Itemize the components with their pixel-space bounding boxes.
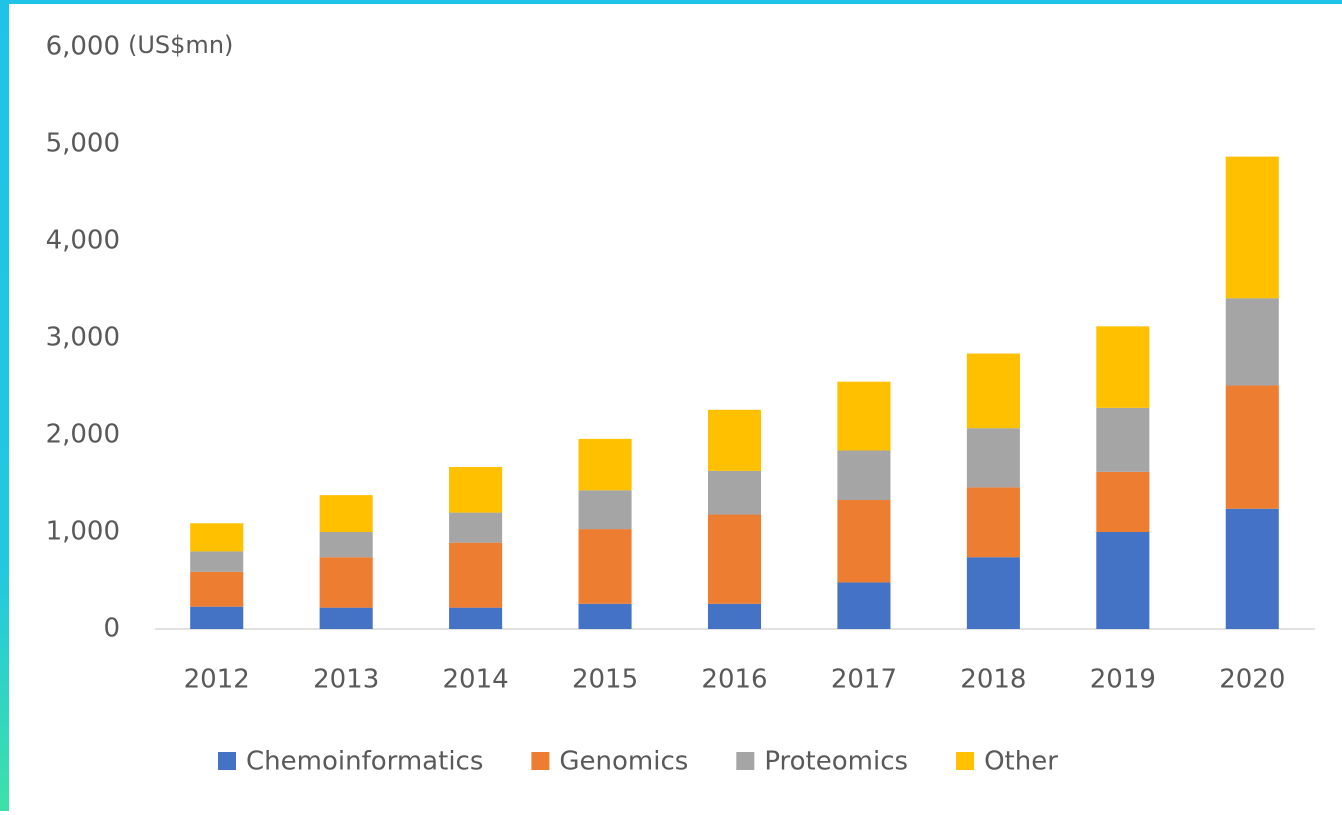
x-tick-label: 2013 bbox=[313, 665, 379, 695]
x-tick-label: 2012 bbox=[184, 665, 250, 695]
bar-segment bbox=[707, 409, 762, 471]
bar-segment bbox=[966, 487, 1020, 558]
bar-segment bbox=[319, 557, 373, 608]
bar-segment bbox=[1225, 156, 1279, 299]
x-tick-label: 2020 bbox=[1219, 665, 1285, 695]
bar-segment bbox=[1096, 326, 1150, 408]
bar-segment bbox=[966, 428, 1020, 488]
legend-swatch bbox=[956, 752, 975, 770]
legend-label: Proteomics bbox=[764, 747, 908, 777]
y-unit: (US$mn) bbox=[128, 31, 233, 59]
bar-segment bbox=[966, 353, 1020, 429]
top-border bbox=[0, 0, 1342, 4]
bar-segment bbox=[449, 467, 503, 513]
legend-swatch bbox=[736, 752, 755, 770]
bar-segment bbox=[1096, 532, 1150, 629]
bar-segment bbox=[190, 523, 244, 552]
bar-segment bbox=[578, 438, 632, 491]
bar-segment bbox=[190, 606, 244, 629]
legend-label: Other bbox=[984, 747, 1058, 777]
x-tick-label: 2018 bbox=[960, 665, 1026, 695]
legend-swatch bbox=[218, 752, 236, 770]
y-tick-label: 3,000 bbox=[46, 323, 120, 353]
bar-segment bbox=[1225, 298, 1279, 386]
bar-segment bbox=[707, 603, 762, 629]
left-border bbox=[0, 0, 9, 811]
y-tick-label: 0 bbox=[103, 614, 120, 644]
x-tick-label: 2016 bbox=[701, 665, 767, 695]
bar-segment bbox=[1225, 385, 1279, 509]
bar-segment bbox=[707, 514, 762, 604]
legend-label: Chemoinformatics bbox=[246, 747, 483, 777]
bar-segment bbox=[966, 557, 1020, 629]
bar-segment bbox=[837, 582, 891, 629]
y-tick-label: 2,000 bbox=[46, 420, 120, 450]
bar-segment bbox=[707, 470, 762, 515]
y-tick-label: 6,000 bbox=[46, 32, 120, 62]
bar-segment bbox=[837, 381, 891, 451]
y-tick-label: 1,000 bbox=[46, 517, 120, 547]
bar-segment bbox=[190, 551, 244, 572]
y-tick-label: 5,000 bbox=[46, 129, 120, 159]
legend-swatch bbox=[531, 752, 550, 770]
bar-segment bbox=[1225, 508, 1279, 629]
bar-segment bbox=[449, 512, 503, 543]
bar-segment bbox=[319, 495, 373, 532]
bar-segment bbox=[837, 450, 891, 500]
bar-segment bbox=[578, 603, 632, 629]
bar-segment bbox=[319, 607, 373, 629]
bar-segment bbox=[578, 529, 632, 604]
bar-segment bbox=[578, 490, 632, 530]
x-tick-label: 2017 bbox=[831, 665, 897, 695]
bar-segment bbox=[319, 532, 373, 558]
x-tick-label: 2015 bbox=[572, 665, 638, 695]
x-tick-label: 2014 bbox=[443, 665, 509, 695]
bar-segment bbox=[190, 571, 244, 607]
bar-segment bbox=[837, 499, 891, 583]
bar-segment bbox=[449, 542, 503, 608]
legend-label: Genomics bbox=[559, 747, 688, 777]
bar-segment bbox=[1096, 407, 1150, 472]
bar-segment bbox=[1096, 471, 1150, 532]
bar-segment bbox=[449, 607, 503, 629]
y-tick-label: 4,000 bbox=[46, 226, 120, 256]
x-tick-label: 2019 bbox=[1090, 665, 1156, 695]
